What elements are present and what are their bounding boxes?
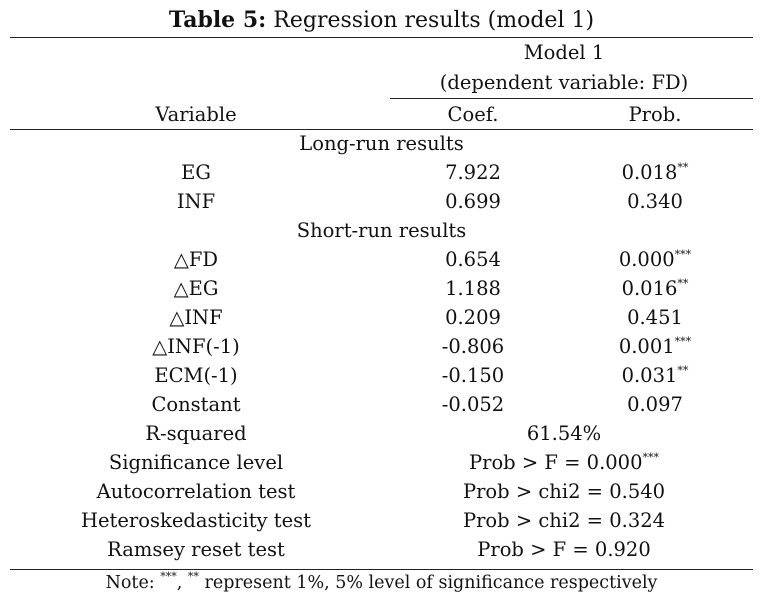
bottom-rule <box>10 569 753 570</box>
significance-stars: ** <box>677 161 689 174</box>
variable-name-text: △INF <box>169 306 223 329</box>
variable-name: ECM(-1) <box>10 363 382 389</box>
variable-name-text: △EG <box>173 277 219 300</box>
prob-value: 0.018** <box>564 160 746 186</box>
variable-name: △EG <box>10 276 382 302</box>
coef-value: -0.150 <box>382 363 564 389</box>
section-long-run: Long-run results <box>299 132 464 155</box>
statistic-value-text: Prob > F = 0.920 <box>477 538 651 561</box>
significance-stars: ** <box>677 277 689 290</box>
dependent-variable-header: (dependent variable: FD) <box>439 71 689 94</box>
coef-value: 1.188 <box>382 276 564 302</box>
variable-name-text: △FD <box>173 248 219 271</box>
prob-value: 0.031** <box>564 363 746 389</box>
coef-value: -0.052 <box>382 392 564 418</box>
prob-value: 0.000*** <box>564 247 746 273</box>
prob-value: 0.340 <box>564 189 746 215</box>
model-header: Model 1 <box>523 41 605 64</box>
statistic-value: Prob > chi2 = 0.324 <box>382 508 746 534</box>
statistic-value-text: Prob > chi2 = 0.540 <box>462 480 666 503</box>
prob-value-text: 0.097 <box>627 393 683 416</box>
significance-stars: ** <box>677 364 689 377</box>
prob-value: 0.451 <box>564 305 746 331</box>
note-prefix: Note: <box>105 573 161 593</box>
variable-name: EG <box>10 160 382 186</box>
variable-name-text: △INF(-1) <box>152 335 240 358</box>
statistic-label-text: Significance level <box>108 451 284 474</box>
note-separator: , <box>176 573 188 593</box>
header-bottom-rule <box>10 129 753 130</box>
prob-value-text: 0.016 <box>621 277 678 300</box>
variable-name: INF <box>10 189 382 215</box>
prob-value-text: 0.000 <box>618 248 675 271</box>
statistic-label-text: Ramsey reset test <box>107 538 285 561</box>
variable-name-text: ECM(-1) <box>154 364 238 387</box>
coef-value-text: 7.922 <box>445 161 501 184</box>
variable-name: Constant <box>10 392 382 418</box>
statistic-value-text: Prob > chi2 = 0.324 <box>462 509 666 532</box>
note-stars-2: ** <box>187 570 199 583</box>
coef-value: 0.209 <box>382 305 564 331</box>
prob-value: 0.016** <box>564 276 746 302</box>
coef-value: -0.806 <box>382 334 564 360</box>
significance-stars: *** <box>642 451 660 464</box>
section-short-run: Short-run results <box>296 219 467 242</box>
table-caption-text: Regression results (model 1) <box>266 8 595 33</box>
statistic-label: Heteroskedasticity test <box>10 508 382 534</box>
statistic-label: Autocorrelation test <box>10 479 382 505</box>
note-text: represent 1%, 5% level of significance r… <box>198 573 658 593</box>
coef-value: 0.699 <box>382 189 564 215</box>
variable-name: △INF <box>10 305 382 331</box>
significance-stars: *** <box>674 248 692 261</box>
coef-value-text: 0.654 <box>445 248 501 271</box>
coef-value-text: -0.052 <box>441 393 505 416</box>
prob-value: 0.097 <box>564 392 746 418</box>
variable-name-text: EG <box>181 161 211 184</box>
variable-name-text: INF <box>176 190 216 213</box>
coef-value: 7.922 <box>382 160 564 186</box>
note-stars-1: *** <box>160 570 177 583</box>
statistic-label-text: Heteroskedasticity test <box>81 509 311 532</box>
top-rule <box>10 37 753 38</box>
prob-value-text: 0.451 <box>627 306 683 329</box>
statistic-label: Significance level <box>10 450 382 476</box>
statistic-value-text: Prob > F = 0.000 <box>469 451 643 474</box>
table-note: Note: ***, ** represent 1%, 5% level of … <box>0 571 763 595</box>
column-header-prob: Prob. <box>628 103 682 126</box>
statistic-label: Ramsey reset test <box>10 537 382 563</box>
prob-value-text: 0.340 <box>627 190 683 213</box>
statistic-label: R-squared <box>10 421 382 447</box>
prob-value-text: 0.001 <box>618 335 675 358</box>
column-header-coef: Coef. <box>447 103 499 126</box>
table-caption: Table 5: Regression results (model 1) <box>0 6 763 35</box>
statistic-value: Prob > F = 0.000*** <box>382 450 746 476</box>
coef-value-text: -0.806 <box>441 335 505 358</box>
prob-value: 0.001*** <box>564 334 746 360</box>
statistic-value-text: 61.54% <box>526 422 602 445</box>
significance-stars: *** <box>674 335 692 348</box>
table-caption-label: Table 5: <box>168 7 267 33</box>
column-header-variable: Variable <box>155 103 237 126</box>
variable-name: △FD <box>10 247 382 273</box>
statistic-label-text: R-squared <box>145 422 247 445</box>
statistic-label-text: Autocorrelation test <box>96 480 296 503</box>
variable-name: △INF(-1) <box>10 334 382 360</box>
coef-value-text: 0.209 <box>445 306 501 329</box>
variable-name-text: Constant <box>151 393 241 416</box>
prob-value-text: 0.031 <box>621 364 678 387</box>
statistic-value: Prob > F = 0.920 <box>382 537 746 563</box>
statistic-value: 61.54% <box>382 421 746 447</box>
statistic-value: Prob > chi2 = 0.540 <box>382 479 746 505</box>
coef-value-text: 0.699 <box>445 190 501 213</box>
model-header-rule <box>390 98 753 99</box>
coef-value-text: -0.150 <box>441 364 505 387</box>
prob-value-text: 0.018 <box>621 161 678 184</box>
coef-value-text: 1.188 <box>445 277 501 300</box>
coef-value: 0.654 <box>382 247 564 273</box>
